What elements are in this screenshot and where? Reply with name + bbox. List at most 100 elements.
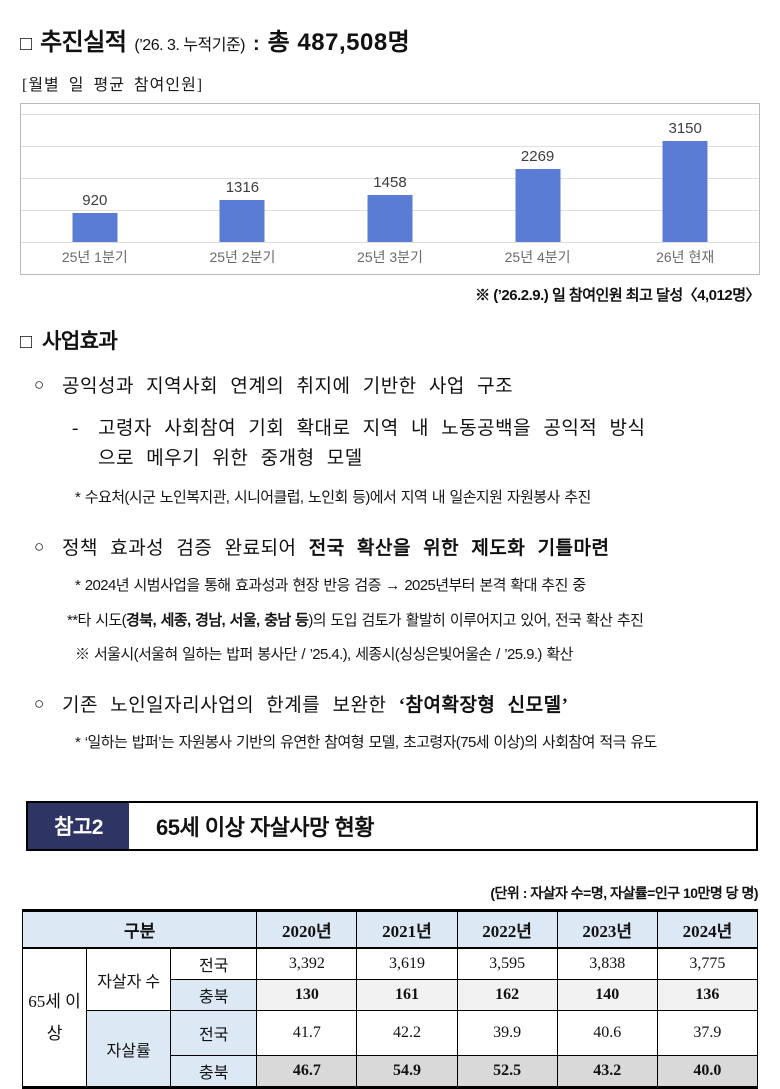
year-header: 2021년 bbox=[356, 910, 458, 950]
table-cell: 3,595 bbox=[456, 947, 558, 981]
table-row: 65세 이상 자살자 수 전국 3,392 3,619 3,595 3,838 … bbox=[21, 947, 759, 1089]
table-cell: 40.6 bbox=[556, 1010, 658, 1057]
table-cell: 3,392 bbox=[256, 947, 358, 981]
category-count-cell: 자살자 수 bbox=[86, 947, 172, 1012]
bar-category-label: 25년 4분기 bbox=[504, 249, 571, 265]
bar-category-label: 25년 1분기 bbox=[61, 249, 128, 265]
circle-bullet-icon: ○ bbox=[34, 694, 45, 714]
table-row: 충북 130 161 162 140 136 bbox=[23, 979, 759, 1012]
footnote-2b-prefix: **타 시도( bbox=[67, 611, 127, 629]
region-cell: 충북 bbox=[170, 1055, 258, 1089]
chart-column: 3150 26년 현재 bbox=[611, 104, 759, 274]
effects-bullet-1-sub: - 고령자 사회참여 기회 확대로 지역 내 노동공백을 공익적 방식 으로 메… bbox=[20, 414, 760, 475]
bar-value-label: 3150 bbox=[668, 120, 702, 137]
suicide-statistics-table: 구분 2020년 2021년 2022년 2023년 2024년 65세 이상 … bbox=[21, 909, 759, 1089]
bar-26년 현재 bbox=[662, 141, 708, 242]
effects-heading: 사업효과 bbox=[42, 330, 118, 353]
bar-25년 4분기 bbox=[515, 169, 561, 242]
chart-column: 1458 25년 3분기 bbox=[316, 104, 464, 274]
bar-25년 1분기 bbox=[72, 213, 118, 242]
effects-footnote-1: * 수요처(시군 노인복지관, 시니어클럽, 노인회 등)에서 지역 내 일손지… bbox=[75, 489, 591, 507]
table-cell: 52.5 bbox=[456, 1055, 558, 1089]
bar-value-label: 2269 bbox=[520, 148, 555, 165]
table-cell: 140 bbox=[556, 979, 658, 1012]
year-header: 2020년 bbox=[256, 910, 358, 950]
title-colon: : bbox=[253, 33, 260, 55]
chart-column: 1316 25년 2분기 bbox=[169, 104, 317, 274]
sub-bullet-line1: 고령자 사회참여 기회 확대로 지역 내 노동공백을 공익적 방식 bbox=[98, 417, 646, 439]
bar-25년 2분기 bbox=[219, 200, 265, 242]
bar-25년 3분기 bbox=[367, 195, 413, 242]
table-cell: 3,838 bbox=[556, 947, 658, 981]
bar-category-label: 26년 현재 bbox=[656, 249, 715, 265]
table-row: 자살률 전국 41.7 42.2 39.9 40.6 37.9 bbox=[23, 1010, 759, 1089]
section-title-performance: □ 추진실적 (’26. 3. 누적기준) : 총 487,508명 bbox=[20, 22, 760, 57]
reference2-header: 참고2 65세 이상 자살사망 현황 bbox=[26, 801, 758, 852]
performance-title: 추진실적 bbox=[40, 29, 127, 56]
performance-basis: (’26. 3. 누적기준) bbox=[134, 37, 245, 54]
table-cell: 41.7 bbox=[256, 1010, 358, 1057]
reference2-badge: 참고2 bbox=[28, 803, 129, 850]
circle-bullet-icon: ○ bbox=[34, 537, 45, 557]
bar-value-label: 1316 bbox=[225, 179, 260, 196]
gridline-2000 bbox=[21, 178, 759, 179]
square-bullet-icon: □ bbox=[20, 33, 33, 55]
chart-column: 2269 25년 4분기 bbox=[464, 104, 612, 274]
participants-bar-chart: 920 25년 1분기 1316 25년 2분기 1458 25년 3분기 2269 25년 … bbox=[20, 103, 760, 275]
bar-value-label: 1458 bbox=[373, 174, 407, 191]
category-rate-cell: 자살률 bbox=[86, 1010, 172, 1089]
chart-caption: [월별 일 평균 참여인원] bbox=[22, 77, 204, 94]
region-cell: 전국 bbox=[170, 947, 258, 981]
chart-footnote: ※ (’26.2.9.) 일 참여인원 최고 달성〈4,012명〉 bbox=[475, 287, 760, 304]
chart-bars-area: 920 25년 1분기 1316 25년 2분기 1458 25년 3분기 2269 25년 … bbox=[21, 104, 759, 274]
table-header-row: 구분 2020년 2021년 2022년 2023년 2024년 bbox=[21, 910, 759, 950]
age-group-cell: 65세 이상 bbox=[21, 947, 88, 1089]
table-cell: 162 bbox=[456, 979, 558, 1012]
table-cell: 54.9 bbox=[356, 1055, 458, 1089]
reference2-title: 65세 이상 자살사망 현황 bbox=[129, 803, 756, 850]
year-header: 2022년 bbox=[456, 910, 558, 950]
effects-bullet-3: ○ 기존 노인일자리사업의 한계를 보완한 ‘참여확장형 신모델’ bbox=[20, 693, 760, 719]
gridline-3000 bbox=[21, 146, 759, 147]
dash-bullet-icon: - bbox=[72, 417, 79, 439]
table-cell: 39.9 bbox=[456, 1010, 558, 1057]
table-cell: 43.2 bbox=[556, 1055, 658, 1089]
footnote-2b-suffix: )의 도입 검토가 활발히 이루어지고 있어, 전국 확산 추진 bbox=[308, 611, 644, 629]
year-header: 2024년 bbox=[656, 910, 759, 950]
chart-column: 920 25년 1분기 bbox=[21, 104, 169, 274]
effects-footnote-2c: ※ 서울시(서울혀 일하는 밥퍼 봉사단 / ’25.4.), 세종시(싱싱은빛… bbox=[75, 646, 573, 664]
sub-bullet-line2: 으로 메우기 위한 중개형 모델 bbox=[98, 448, 363, 470]
bullet-2-bold-text: 전국 확산을 위한 제도화 기틀마련 bbox=[308, 538, 610, 560]
region-cell: 충북 bbox=[170, 979, 258, 1012]
year-header: 2023년 bbox=[556, 910, 658, 950]
table-cell: 46.7 bbox=[256, 1055, 358, 1089]
effects-footnote-2a: * 2024년 시범사업을 통해 효과성과 현장 반응 검증 → 2025년부터… bbox=[75, 576, 586, 594]
bullet-3-bold-text: ‘참여확장형 신모델’ bbox=[398, 695, 569, 717]
table-cell: 136 bbox=[656, 979, 759, 1012]
effects-bullet-1: ○ 공익성과 지역사회 연계의 취지에 기반한 사업 구조 bbox=[20, 374, 760, 400]
effects-footnote-3: * ‘일하는 밥퍼’는 자원봉사 기반의 유연한 참여형 모델, 초고령자(75… bbox=[75, 733, 657, 751]
table-cell: 40.0 bbox=[656, 1055, 759, 1089]
effects-footnote-2b: **타 시도(경북, 세종, 경남, 서울, 충남 등)의 도입 검토가 활발히… bbox=[20, 610, 760, 632]
table-cell: 161 bbox=[356, 979, 458, 1012]
bar-category-label: 25년 2분기 bbox=[209, 249, 276, 265]
bullet-2-text: 정책 효과성 검증 완료되어 bbox=[62, 538, 309, 560]
table-corner-cell: 구분 bbox=[21, 910, 258, 950]
bar-value-label: 920 bbox=[82, 192, 108, 209]
section-title-effects: □ 사업효과 bbox=[20, 325, 760, 355]
table-unit-note: (단위 : 자살자 수=명, 자살률=인구 10만명 당 명) bbox=[490, 885, 758, 902]
square-bullet-icon: □ bbox=[20, 331, 33, 353]
circle-bullet-icon: ○ bbox=[34, 375, 45, 394]
bar-category-label: 25년 3분기 bbox=[357, 249, 423, 265]
table-cell: 130 bbox=[256, 979, 358, 1012]
bullet-3-text: 기존 노인일자리사업의 한계를 보완한 bbox=[62, 695, 399, 717]
effects-bullet-2: ○ 정책 효과성 검증 완료되어 전국 확산을 위한 제도화 기틀마련 bbox=[20, 536, 760, 562]
gridline-baseline bbox=[21, 242, 759, 243]
table-cell: 42.2 bbox=[356, 1010, 458, 1057]
footnote-2b-bold: 경북, 세종, 경남, 서울, 충남 등 bbox=[126, 611, 309, 629]
gridline-4000 bbox=[21, 114, 759, 115]
table-cell: 3,619 bbox=[356, 947, 458, 981]
table-cell: 3,775 bbox=[656, 947, 759, 981]
total-participants: 총 487,508명 bbox=[267, 29, 411, 56]
